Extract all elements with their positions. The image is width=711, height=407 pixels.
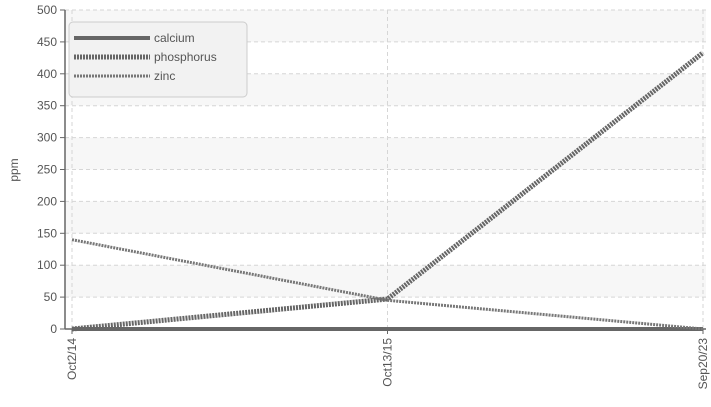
- legend-label-calcium: calcium: [154, 31, 195, 45]
- y-tick-label: 350: [37, 99, 57, 113]
- legend-box: [68, 21, 248, 98]
- y-tick-label: 200: [37, 194, 57, 208]
- y-tick-label: 0: [50, 322, 57, 336]
- y-tick-label: 150: [37, 226, 57, 240]
- y-axis-ticks: 0 50 100 150 200 250 300 350 400 450 500: [37, 3, 65, 336]
- y-tick-label: 500: [37, 3, 57, 17]
- series-lines: [71, 50, 705, 332]
- grid-band: [65, 201, 706, 234]
- legend: calcium phosphorus zinc: [68, 21, 248, 98]
- y-axis-title: ppm: [7, 158, 21, 181]
- y-tick-label: 250: [37, 163, 57, 177]
- x-tick-label: Oct13/15: [381, 338, 395, 387]
- x-tick-label: Sep20/23: [696, 338, 710, 390]
- y-tick-label: 400: [37, 67, 57, 81]
- y-tick-label: 300: [37, 131, 57, 145]
- legend-label-zinc: zinc: [154, 69, 175, 83]
- y-tick-label: 450: [37, 35, 57, 49]
- series-line-zinc: [71, 238, 704, 331]
- y-tick-label: 100: [37, 258, 57, 272]
- x-tick-label: Oct2/14: [65, 338, 79, 380]
- x-axis-ticks: Oct2/14 Oct13/15 Sep20/23: [65, 329, 710, 389]
- grid-band: [65, 265, 706, 298]
- legend-label-phosphorus: phosphorus: [154, 50, 217, 64]
- y-tick-label: 50: [44, 290, 58, 304]
- grid-band: [65, 137, 706, 170]
